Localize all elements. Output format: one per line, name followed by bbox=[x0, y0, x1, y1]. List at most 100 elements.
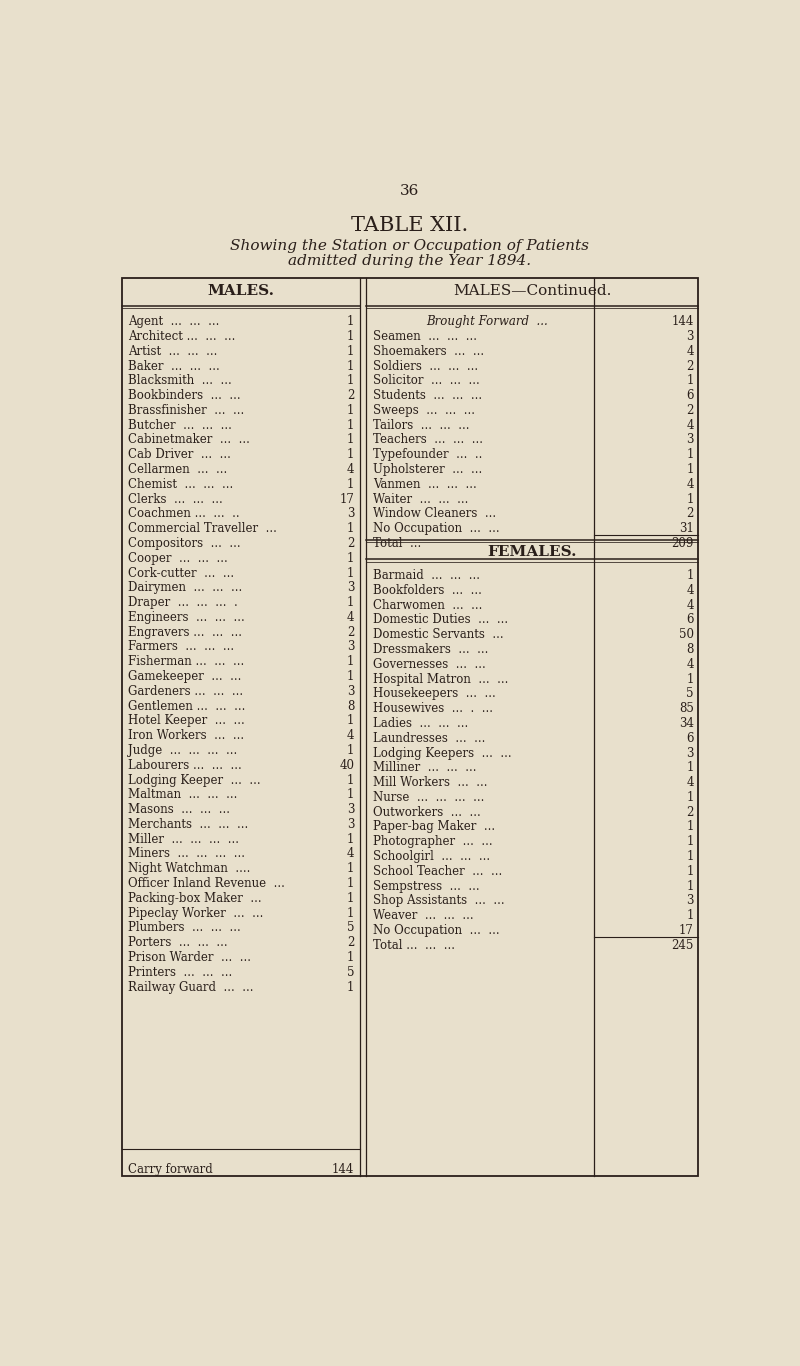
Text: 1: 1 bbox=[686, 850, 694, 863]
Text: 1: 1 bbox=[347, 374, 354, 388]
Text: Total ...  ...  ...: Total ... ... ... bbox=[373, 938, 454, 952]
Text: Pipeclay Worker  ...  ...: Pipeclay Worker ... ... bbox=[128, 907, 263, 919]
Text: 3: 3 bbox=[346, 684, 354, 698]
Text: 1: 1 bbox=[347, 567, 354, 579]
Text: Shop Assistants  ...  ...: Shop Assistants ... ... bbox=[373, 895, 505, 907]
Text: Housewives  ...  .  ...: Housewives ... . ... bbox=[373, 702, 493, 716]
Text: 36: 36 bbox=[400, 184, 420, 198]
Text: 85: 85 bbox=[678, 702, 694, 716]
Text: 2: 2 bbox=[686, 806, 694, 818]
Text: Hospital Matron  ...  ...: Hospital Matron ... ... bbox=[373, 672, 508, 686]
Text: Photographer  ...  ...: Photographer ... ... bbox=[373, 835, 493, 848]
Text: Charwomen  ...  ...: Charwomen ... ... bbox=[373, 598, 482, 612]
Text: Artist  ...  ...  ...: Artist ... ... ... bbox=[128, 344, 218, 358]
Text: 1: 1 bbox=[686, 463, 694, 477]
Text: 2: 2 bbox=[347, 626, 354, 639]
Text: 3: 3 bbox=[346, 641, 354, 653]
Text: 3: 3 bbox=[346, 582, 354, 594]
Text: 1: 1 bbox=[686, 821, 694, 833]
Text: Printers  ...  ...  ...: Printers ... ... ... bbox=[128, 966, 232, 978]
Text: 6: 6 bbox=[686, 613, 694, 627]
Text: 17: 17 bbox=[678, 923, 694, 937]
Text: 3: 3 bbox=[686, 895, 694, 907]
Text: Outworkers  ...  ...: Outworkers ... ... bbox=[373, 806, 481, 818]
Text: Plumbers  ...  ...  ...: Plumbers ... ... ... bbox=[128, 922, 241, 934]
Text: Paper-bag Maker  ...: Paper-bag Maker ... bbox=[373, 821, 495, 833]
Text: Iron Workers  ...  ...: Iron Workers ... ... bbox=[128, 729, 244, 742]
Bar bbox=[122, 277, 698, 1176]
Text: 5: 5 bbox=[346, 922, 354, 934]
Text: Waiter  ...  ...  ...: Waiter ... ... ... bbox=[373, 493, 468, 505]
Text: Officer Inland Revenue  ...: Officer Inland Revenue ... bbox=[128, 877, 285, 891]
Text: 1: 1 bbox=[347, 951, 354, 964]
Text: Schoolgirl  ...  ...  ...: Schoolgirl ... ... ... bbox=[373, 850, 490, 863]
Text: 1: 1 bbox=[347, 981, 354, 993]
Text: 4: 4 bbox=[686, 478, 694, 490]
Text: 1: 1 bbox=[347, 714, 354, 727]
Text: Typefounder  ...  ..: Typefounder ... .. bbox=[373, 448, 482, 462]
Text: Weaver  ...  ...  ...: Weaver ... ... ... bbox=[373, 910, 474, 922]
Text: Sempstress  ...  ...: Sempstress ... ... bbox=[373, 880, 479, 892]
Text: Gentlemen ...  ...  ...: Gentlemen ... ... ... bbox=[128, 699, 246, 713]
Text: Miners  ...  ...  ...  ...: Miners ... ... ... ... bbox=[128, 847, 245, 861]
Text: Hotel Keeper  ...  ...: Hotel Keeper ... ... bbox=[128, 714, 245, 727]
Text: 2: 2 bbox=[347, 936, 354, 949]
Text: Lodging Keeper  ...  ...: Lodging Keeper ... ... bbox=[128, 773, 261, 787]
Text: Prison Warder  ...  ...: Prison Warder ... ... bbox=[128, 951, 251, 964]
Text: Baker  ...  ...  ...: Baker ... ... ... bbox=[128, 359, 220, 373]
Text: Ladies  ...  ...  ...: Ladies ... ... ... bbox=[373, 717, 468, 729]
Text: MALES.: MALES. bbox=[207, 284, 274, 298]
Text: 3: 3 bbox=[346, 818, 354, 831]
Text: 1: 1 bbox=[686, 865, 694, 878]
Text: 4: 4 bbox=[686, 776, 694, 790]
Text: Shoemakers  ...  ...: Shoemakers ... ... bbox=[373, 344, 484, 358]
Text: Butcher  ...  ...  ...: Butcher ... ... ... bbox=[128, 419, 232, 432]
Text: Agent  ...  ...  ...: Agent ... ... ... bbox=[128, 316, 219, 328]
Text: 4: 4 bbox=[346, 729, 354, 742]
Text: 6: 6 bbox=[686, 732, 694, 744]
Text: TABLE XII.: TABLE XII. bbox=[351, 216, 469, 235]
Text: 2: 2 bbox=[347, 389, 354, 402]
Text: Coachmen ...  ...  ..: Coachmen ... ... .. bbox=[128, 507, 239, 520]
Text: Students  ...  ...  ...: Students ... ... ... bbox=[373, 389, 482, 402]
Text: 4: 4 bbox=[346, 463, 354, 477]
Text: Solicitor  ...  ...  ...: Solicitor ... ... ... bbox=[373, 374, 479, 388]
Text: 1: 1 bbox=[686, 835, 694, 848]
Text: Showing the Station or Occupation of Patients: Showing the Station or Occupation of Pat… bbox=[230, 239, 590, 253]
Text: 1: 1 bbox=[686, 493, 694, 505]
Text: 2: 2 bbox=[686, 507, 694, 520]
Text: Dressmakers  ...  ...: Dressmakers ... ... bbox=[373, 643, 488, 656]
Text: Brassfinisher  ...  ...: Brassfinisher ... ... bbox=[128, 404, 244, 417]
Text: Upholsterer  ...  ...: Upholsterer ... ... bbox=[373, 463, 482, 477]
Text: 1: 1 bbox=[347, 862, 354, 876]
Text: 5: 5 bbox=[686, 687, 694, 701]
Text: No Occupation  ...  ...: No Occupation ... ... bbox=[373, 923, 499, 937]
Text: Seamen  ...  ...  ...: Seamen ... ... ... bbox=[373, 331, 477, 343]
Text: Cab Driver  ...  ...: Cab Driver ... ... bbox=[128, 448, 230, 462]
Text: 1: 1 bbox=[347, 877, 354, 891]
Text: Cellarmen  ...  ...: Cellarmen ... ... bbox=[128, 463, 227, 477]
Text: Lodging Keepers  ...  ...: Lodging Keepers ... ... bbox=[373, 746, 511, 759]
Text: Chemist  ...  ...  ...: Chemist ... ... ... bbox=[128, 478, 233, 490]
Text: admitted during the Year 1894.: admitted during the Year 1894. bbox=[289, 254, 531, 268]
Text: 1: 1 bbox=[347, 552, 354, 564]
Text: 4: 4 bbox=[686, 658, 694, 671]
Text: Soldiers  ...  ...  ...: Soldiers ... ... ... bbox=[373, 359, 478, 373]
Text: 8: 8 bbox=[347, 699, 354, 713]
Text: 1: 1 bbox=[686, 761, 694, 775]
Text: Maltman  ...  ...  ...: Maltman ... ... ... bbox=[128, 788, 238, 802]
Text: 4: 4 bbox=[686, 419, 694, 432]
Text: 1: 1 bbox=[347, 404, 354, 417]
Text: Domestic Duties  ...  ...: Domestic Duties ... ... bbox=[373, 613, 508, 627]
Text: Governesses  ...  ...: Governesses ... ... bbox=[373, 658, 486, 671]
Text: 6: 6 bbox=[686, 389, 694, 402]
Text: Gamekeeper  ...  ...: Gamekeeper ... ... bbox=[128, 671, 242, 683]
Text: 4: 4 bbox=[686, 583, 694, 597]
Text: 1: 1 bbox=[347, 671, 354, 683]
Text: 1: 1 bbox=[347, 316, 354, 328]
Text: Porters  ...  ...  ...: Porters ... ... ... bbox=[128, 936, 227, 949]
Text: Packing-box Maker  ...: Packing-box Maker ... bbox=[128, 892, 262, 904]
Text: 3: 3 bbox=[346, 803, 354, 816]
Text: Housekeepers  ...  ...: Housekeepers ... ... bbox=[373, 687, 495, 701]
Text: Masons  ...  ...  ...: Masons ... ... ... bbox=[128, 803, 230, 816]
